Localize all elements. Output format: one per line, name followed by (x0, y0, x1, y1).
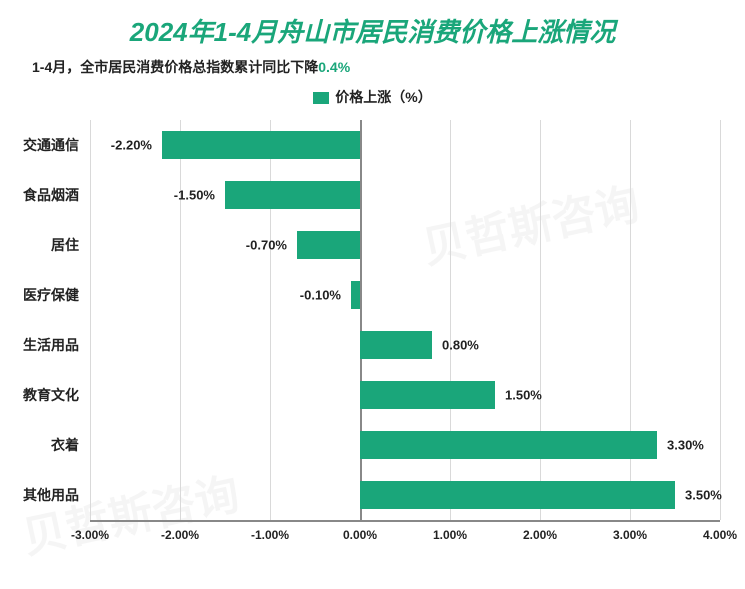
x-tick-label: -1.00% (251, 528, 289, 542)
value-label: -2.20% (111, 138, 152, 153)
category-label: 医疗保健 (0, 285, 85, 305)
x-tick-label: -3.00% (71, 528, 109, 542)
bar-row: 衣着3.30% (90, 420, 720, 470)
value-label: 1.50% (505, 388, 542, 403)
category-label: 其他用品 (0, 485, 85, 505)
bar (360, 431, 657, 459)
chart-area: 贝哲斯咨询 贝哲斯咨询 -3.00%-2.00%-1.00%0.00%1.00%… (0, 120, 745, 560)
category-label: 交通通信 (0, 135, 85, 155)
legend-label: 价格上涨（%） (335, 89, 431, 105)
bar (297, 231, 360, 259)
bar (360, 381, 495, 409)
value-label: 3.30% (667, 438, 704, 453)
category-label: 生活用品 (0, 335, 85, 355)
bar (351, 281, 360, 309)
x-tick-label: 0.00% (343, 528, 377, 542)
chart-title: 2024年1-4月舟山市居民消费价格上涨情况 (0, 0, 745, 49)
x-tick-label: 2.00% (523, 528, 557, 542)
legend: 价格上涨（%） (0, 77, 745, 107)
value-label: 0.80% (442, 338, 479, 353)
chart-subtitle: 1-4月，全市居民消费价格总指数累计同比下降0.4% (0, 49, 745, 77)
category-label: 食品烟酒 (0, 185, 85, 205)
x-tick-label: 3.00% (613, 528, 647, 542)
bar-row: 交通通信-2.20% (90, 120, 720, 170)
legend-swatch (313, 92, 329, 104)
subtitle-text: 1-4月，全市居民消费价格总指数累计同比下降 (32, 59, 318, 75)
category-label: 衣着 (0, 435, 85, 455)
category-label: 教育文化 (0, 385, 85, 405)
bar-row: 教育文化1.50% (90, 370, 720, 420)
plot: -3.00%-2.00%-1.00%0.00%1.00%2.00%3.00%4.… (90, 120, 720, 520)
bar-row: 生活用品0.80% (90, 320, 720, 370)
bar (162, 131, 360, 159)
x-tick-label: 1.00% (433, 528, 467, 542)
x-tick-label: -2.00% (161, 528, 199, 542)
value-label: -0.10% (300, 288, 341, 303)
bar-row: 医疗保健-0.10% (90, 270, 720, 320)
value-label: -1.50% (174, 188, 215, 203)
x-axis-line (90, 520, 720, 522)
bar-row: 其他用品3.50% (90, 470, 720, 520)
bar-row: 居住-0.70% (90, 220, 720, 270)
value-label: -0.70% (246, 238, 287, 253)
category-label: 居住 (0, 235, 85, 255)
bar (360, 331, 432, 359)
bar (360, 481, 675, 509)
x-tick-label: 4.00% (703, 528, 737, 542)
bar (225, 181, 360, 209)
subtitle-highlight: 0.4% (318, 59, 350, 75)
gridline (720, 120, 721, 520)
bar-row: 食品烟酒-1.50% (90, 170, 720, 220)
value-label: 3.50% (685, 488, 722, 503)
